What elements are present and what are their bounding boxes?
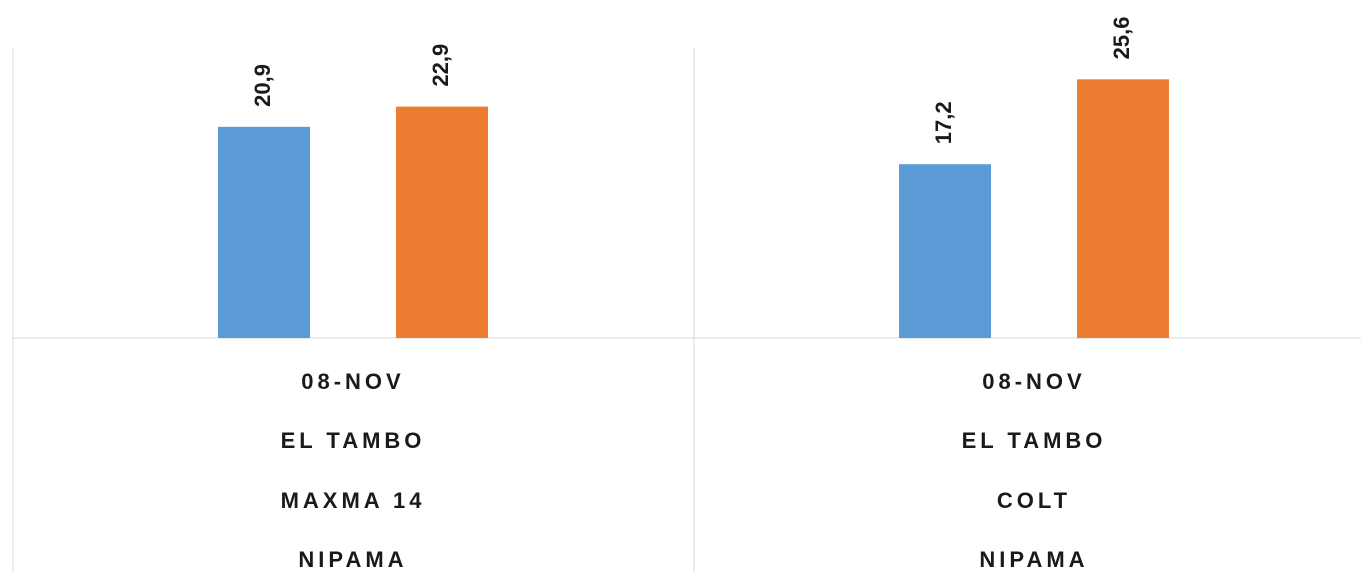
category-1-label-line-3: MAXMA 14 [281,488,426,513]
bars-layer [218,79,1169,339]
category-labels-layer: 08-NOV EL TAMBO MAXMA 14 NIPAMA 08-NOV EL TAM… [281,369,1107,572]
data-label-series-1-category-2: 17,2 [931,101,956,144]
category-2-label-line-2: EL TAMBO [962,428,1107,453]
category-2-label-line-1: 08-NOV [982,369,1085,394]
category-1-label-line-1: 08-NOV [301,369,404,394]
category-1-label-line-4: NIPAMA [298,547,407,572]
data-label-series-2-category-2: 25,6 [1109,16,1134,59]
data-label-series-1-category-1: 20,9 [250,64,275,107]
category-2-label-line-4: NIPAMA [979,547,1088,572]
bar-series-2-category-1 [396,106,488,339]
category-1-label-line-2: EL TAMBO [281,428,426,453]
category-2-label-line-3: COLT [997,488,1071,513]
bar-series-2-category-2 [1077,79,1169,339]
data-labels-layer: 20,9 17,2 22,9 25,6 [250,16,1134,144]
bar-series-1-category-1 [218,126,310,338]
data-label-series-2-category-1: 22,9 [428,44,453,87]
bar-series-1-category-2 [899,164,991,338]
